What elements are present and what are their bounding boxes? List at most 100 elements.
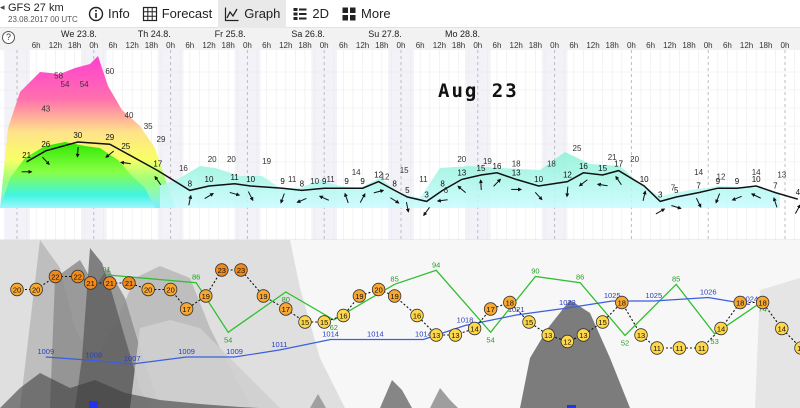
temperature-marker bbox=[317, 315, 331, 329]
temperature-label: 11 bbox=[676, 344, 684, 353]
cloud-cover-area bbox=[0, 240, 800, 408]
hour-label: 6h bbox=[262, 41, 271, 50]
hour-label: 6h bbox=[723, 41, 732, 50]
pressure-label: 1026 bbox=[700, 288, 717, 297]
wind-speed-label: 8 bbox=[300, 179, 305, 188]
wind-speed-label: 9 bbox=[716, 177, 721, 186]
wind-direction-arrow bbox=[642, 190, 647, 201]
wind-direction-arrow bbox=[75, 146, 80, 158]
gust-label: 14 bbox=[752, 168, 761, 177]
gust-label: 58 bbox=[54, 71, 63, 80]
temperature-markers: 20 20 22 22 21 21 21 20 20 17 19 23 23 19 17 15 15 16 19 20… bbox=[10, 263, 800, 355]
wind-direction-arrow bbox=[120, 160, 131, 165]
wind-direction-arrow bbox=[318, 195, 329, 201]
wind-direction-arrow bbox=[247, 191, 254, 202]
temperature-marker bbox=[256, 289, 271, 303]
gust-label: 15 bbox=[400, 166, 409, 175]
hour-label: 0h bbox=[243, 41, 252, 50]
tab-graph-label: Graph bbox=[244, 6, 281, 21]
wind-direction-arrow bbox=[731, 195, 742, 201]
temperature-label: 13 bbox=[451, 331, 459, 340]
wind-direction-arrow bbox=[596, 182, 608, 187]
help-icon[interactable]: ? bbox=[2, 31, 15, 44]
temperature-marker bbox=[279, 302, 293, 316]
pressure-label: 1025 bbox=[604, 291, 621, 300]
model-dropdown-icon[interactable]: ◂ bbox=[0, 1, 5, 12]
wind-speed-label: 3 bbox=[658, 190, 663, 199]
hour-label: 6h bbox=[646, 41, 655, 50]
tab-2d-label: 2D bbox=[312, 6, 330, 21]
wind-speed-label: 9 bbox=[280, 177, 285, 186]
tab-info[interactable]: Info bbox=[82, 0, 136, 28]
gust-label: 14 bbox=[352, 168, 361, 177]
tab-info-label: Info bbox=[108, 6, 130, 21]
temperature-label: 23 bbox=[218, 266, 226, 275]
wind-direction-arrow bbox=[204, 192, 214, 200]
temperature-marker bbox=[634, 328, 648, 342]
model-selector[interactable]: ◂ GFS 27 km 23.08.2017 00 UTC bbox=[0, 0, 82, 28]
tab-forecast[interactable]: Forecast bbox=[136, 0, 219, 28]
gust-label: 14 bbox=[694, 168, 703, 177]
hour-label: 12h bbox=[433, 41, 446, 50]
wind-speed-label: 21 bbox=[22, 151, 31, 160]
wind-speed-label: 8 bbox=[188, 179, 193, 188]
tab-more-label: More bbox=[361, 6, 391, 21]
hour-label: 12h bbox=[356, 41, 369, 50]
pressure-label: 1025 bbox=[645, 291, 662, 300]
temperature-label: 19 bbox=[355, 292, 363, 301]
pressure-label: 1009 bbox=[37, 347, 54, 356]
temperature-label: 15 bbox=[320, 318, 328, 327]
pressure-label: 1018 bbox=[457, 316, 474, 325]
temperature-label: 18 bbox=[618, 298, 626, 307]
pressure-label: 1007 bbox=[124, 354, 141, 363]
temperature-label: 14 bbox=[717, 324, 725, 333]
gust-label: 21 bbox=[608, 153, 617, 162]
temperature-marker bbox=[576, 328, 591, 342]
wind-speed-label: 16 bbox=[579, 162, 588, 171]
temperature-label: 20 bbox=[13, 285, 21, 294]
tab-graph[interactable]: Graph bbox=[218, 0, 287, 28]
series-lines bbox=[17, 141, 800, 365]
wind-speed-label: 7 bbox=[696, 182, 701, 191]
model-run-time: 23.08.2017 00 UTC bbox=[8, 14, 78, 24]
humidity-label: 85 bbox=[390, 274, 398, 283]
toolbar: ◂ GFS 27 km 23.08.2017 00 UTC Info Forec… bbox=[0, 0, 800, 28]
hour-label: 6h bbox=[493, 41, 502, 50]
meteogram-chart[interactable]: We 23.8. Th 24.8. Fr 25.8. Sa 26.8. Su 27.8.… bbox=[0, 28, 800, 408]
wind-speed-label: 12 bbox=[563, 171, 572, 180]
hour-label: 6h bbox=[32, 41, 41, 50]
wind-direction-arrow bbox=[794, 204, 800, 214]
pressure-label: 1024 bbox=[741, 295, 758, 304]
temperature-marker bbox=[560, 334, 575, 349]
gust-label: 12 bbox=[381, 173, 390, 182]
hour-label: 18h bbox=[145, 41, 158, 50]
temperature-marker bbox=[775, 321, 789, 336]
hour-label: 0h bbox=[781, 41, 790, 50]
pressure-label: 1009 bbox=[226, 347, 243, 356]
wind-direction-arrow bbox=[715, 193, 721, 204]
humidity-label: 86 bbox=[576, 273, 584, 282]
temperature-marker bbox=[541, 328, 555, 342]
wind-direction-arrow bbox=[405, 201, 410, 213]
tab-more[interactable]: More bbox=[335, 0, 397, 28]
temperature-label: 19 bbox=[259, 292, 267, 301]
wind-speed-label: 17 bbox=[614, 160, 623, 169]
hour-label: 12h bbox=[279, 41, 292, 50]
overlay-date: Aug 23 bbox=[438, 80, 519, 102]
wind-speed-label: 11 bbox=[230, 173, 239, 182]
temperature-label: 20 bbox=[166, 285, 174, 294]
hour-label: 0h bbox=[704, 41, 713, 50]
temperature-marker bbox=[410, 308, 424, 323]
wind-direction-arrow bbox=[457, 185, 466, 193]
wind-gust-area bbox=[0, 56, 780, 208]
temperature-label: 14 bbox=[778, 324, 786, 333]
gust-label: 29 bbox=[157, 135, 166, 144]
temperature-label: 15 bbox=[598, 318, 606, 327]
tab-2d[interactable]: 2D bbox=[286, 0, 335, 28]
temperature-marker bbox=[122, 276, 136, 290]
humidity-label: 94 bbox=[432, 260, 440, 269]
temperature-label: 20 bbox=[374, 285, 382, 294]
gust-label: 6 bbox=[444, 186, 449, 195]
wind-direction-arrow bbox=[493, 178, 502, 187]
hour-label: 6h bbox=[339, 41, 348, 50]
